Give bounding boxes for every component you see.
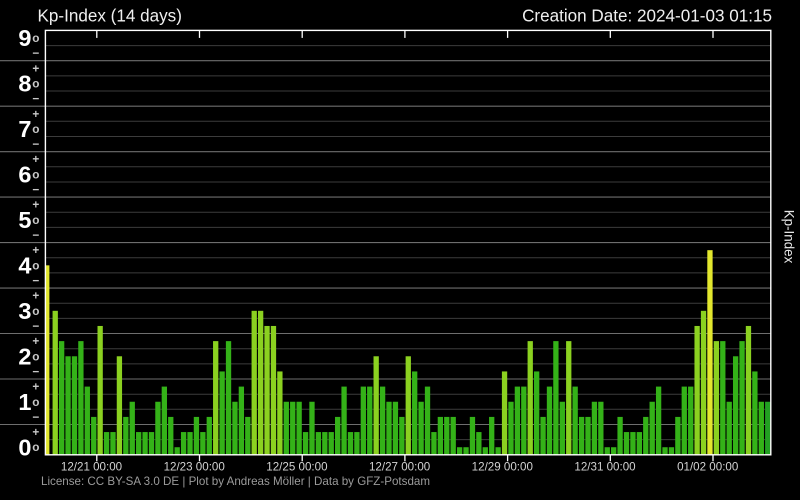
svg-text:+: + (32, 289, 39, 303)
svg-text:2: 2 (18, 344, 31, 370)
svg-text:o: o (32, 167, 39, 181)
svg-text:4: 4 (18, 253, 31, 279)
svg-text:+: + (32, 107, 39, 121)
svg-text:7: 7 (18, 116, 31, 142)
svg-text:+: + (32, 425, 39, 439)
svg-text:License: CC BY-SA 3.0 DE | Plo: License: CC BY-SA 3.0 DE | Plot by Andre… (41, 475, 430, 488)
svg-text:o: o (32, 258, 39, 272)
svg-text:−: − (32, 228, 39, 242)
svg-text:12/31 00:00: 12/31 00:00 (574, 461, 635, 474)
svg-text:−: − (32, 46, 39, 60)
svg-text:Kp-Index: Kp-Index (782, 210, 797, 264)
svg-text:+: + (32, 61, 39, 75)
svg-text:−: − (32, 410, 39, 424)
svg-text:−: − (32, 183, 39, 197)
svg-text:o: o (32, 304, 39, 318)
svg-text:+: + (32, 243, 39, 257)
svg-text:−: − (32, 137, 39, 151)
svg-text:o: o (32, 213, 39, 227)
svg-text:Kp-Index (14 days): Kp-Index (14 days) (38, 7, 182, 26)
svg-text:8: 8 (18, 71, 31, 97)
svg-text:−: − (32, 319, 39, 333)
svg-text:o: o (32, 395, 39, 409)
svg-text:−: − (32, 274, 39, 288)
svg-text:−: − (32, 364, 39, 378)
svg-text:9: 9 (18, 25, 31, 51)
svg-text:o: o (32, 31, 39, 45)
svg-text:o: o (32, 76, 39, 90)
svg-text:−: − (32, 92, 39, 106)
svg-text:12/29 00:00: 12/29 00:00 (472, 461, 533, 474)
svg-text:+: + (32, 334, 39, 348)
svg-text:6: 6 (18, 162, 31, 188)
svg-text:3: 3 (18, 298, 31, 324)
svg-text:o: o (32, 440, 39, 454)
svg-text:+: + (32, 198, 39, 212)
svg-text:+: + (32, 152, 39, 166)
svg-text:1: 1 (18, 389, 31, 415)
svg-text:12/23 00:00: 12/23 00:00 (164, 461, 225, 474)
svg-text:12/25 00:00: 12/25 00:00 (266, 461, 327, 474)
svg-text:o: o (32, 122, 39, 136)
svg-text:Creation Date: 2024-01-03 01:1: Creation Date: 2024-01-03 01:15 (522, 7, 772, 26)
svg-text:+: + (32, 380, 39, 394)
svg-text:o: o (32, 349, 39, 363)
svg-text:12/27 00:00: 12/27 00:00 (369, 461, 430, 474)
svg-text:0: 0 (18, 434, 31, 460)
svg-text:5: 5 (18, 207, 31, 233)
svg-text:01/02 00:00: 01/02 00:00 (677, 461, 738, 474)
svg-text:12/21 00:00: 12/21 00:00 (61, 461, 122, 474)
